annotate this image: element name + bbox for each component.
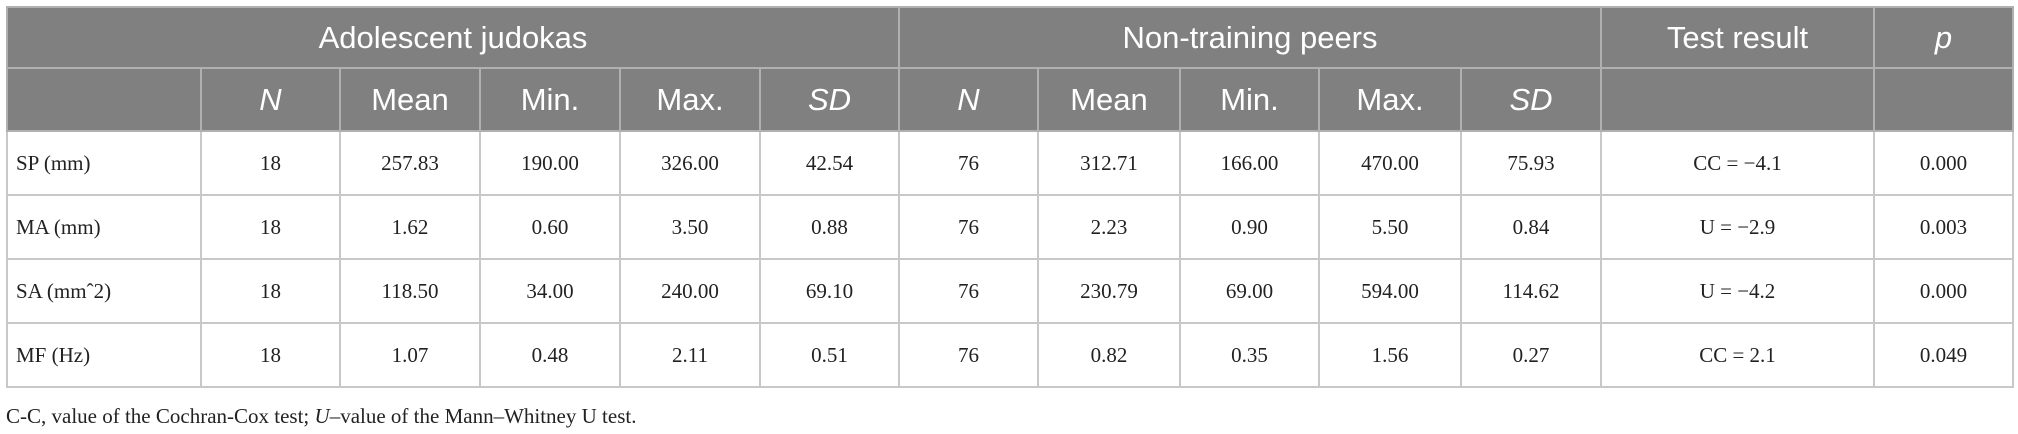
row-label: MF (Hz) [6,322,202,388]
table-cell: 18 [200,130,341,196]
table-cell: 0.84 [1460,194,1602,260]
table-cell: 76 [898,194,1039,260]
table-cell: 76 [898,322,1039,388]
table-cell: 312.71 [1037,130,1181,196]
table-cell: 0.90 [1179,194,1320,260]
table-cell: 18 [200,322,341,388]
table-cell: 594.00 [1318,258,1462,324]
table-cell: 326.00 [619,130,761,196]
column-header: Min. [1179,67,1320,132]
table-cell: 0.049 [1873,322,2014,388]
column-header-empty [1873,67,2014,132]
column-header: SD [1460,67,1602,132]
table-cell: 0.60 [479,194,621,260]
table-cell: 190.00 [479,130,621,196]
table-cell: CC = 2.1 [1600,322,1875,388]
table-cell: 470.00 [1318,130,1462,196]
table-cell: 0.000 [1873,130,2014,196]
group-header: p [1873,6,2014,69]
group-header: Adolescent judokas [6,6,900,69]
column-header: Min. [479,67,621,132]
table-cell: 0.48 [479,322,621,388]
row-label: SA (mmˆ2) [6,258,202,324]
footnote-text: C-C, value of the Cochran-Cox test; [6,404,315,428]
column-header: Max. [619,67,761,132]
table-cell: 2.11 [619,322,761,388]
table-cell: 34.00 [479,258,621,324]
table-cell: 76 [898,130,1039,196]
table-cell: 1.56 [1318,322,1462,388]
row-label: SP (mm) [6,130,202,196]
table-row: MA (mm) 18 1.62 0.60 3.50 0.88 76 2.23 0.90 5.50 0… [6,194,2014,260]
table-cell: 1.62 [339,194,481,260]
table-row: MF (Hz) 18 1.07 0.48 2.11 0.51 76 0.82 0.35 1.56 0… [6,322,2014,388]
table-cell: 75.93 [1460,130,1602,196]
table-cell: 0.27 [1460,322,1602,388]
table-cell: 2.23 [1037,194,1181,260]
table-cell: 69.00 [1179,258,1320,324]
column-header: N [200,67,341,132]
footnote-text: –value of the Mann–Whitney U test. [329,404,637,428]
group-header-row: Adolescent judokas Non-training peers Te… [6,6,2014,69]
table-cell: 0.35 [1179,322,1320,388]
table-cell: 3.50 [619,194,761,260]
table-body: SP (mm) 18 257.83 190.00 326.00 42.54 76 312.71… [6,130,2014,388]
table-cell: 257.83 [339,130,481,196]
table-cell: 0.82 [1037,322,1181,388]
column-header: Mean [339,67,481,132]
table-cell: 114.62 [1460,258,1602,324]
table-cell: 69.10 [759,258,900,324]
table-cell: 1.07 [339,322,481,388]
table-cell: 240.00 [619,258,761,324]
column-header: N [898,67,1039,132]
table-row: SA (mmˆ2) 18 118.50 34.00 240.00 69.10 76 230.7… [6,258,2014,324]
table-cell: 118.50 [339,258,481,324]
column-header: Mean [1037,67,1181,132]
table-cell: 76 [898,258,1039,324]
table-cell: 0.000 [1873,258,2014,324]
table-cell: 230.79 [1037,258,1181,324]
column-header-empty [6,67,202,132]
table-cell: 18 [200,194,341,260]
table-cell: 0.88 [759,194,900,260]
footnote-text: U [314,404,330,428]
table-cell: 5.50 [1318,194,1462,260]
table-cell: 0.51 [759,322,900,388]
table-cell: U = −2.9 [1600,194,1875,260]
table-cell: 166.00 [1179,130,1320,196]
table-cell: 42.54 [759,130,900,196]
table-cell: U = −4.2 [1600,258,1875,324]
table-cell: 0.003 [1873,194,2014,260]
column-header: Max. [1318,67,1462,132]
table-row: SP (mm) 18 257.83 190.00 326.00 42.54 76 312.71… [6,130,2014,196]
column-header-row: N Mean Min. Max. SD N Mean Min. Max. SD [6,67,2014,132]
table-cell: 18 [200,258,341,324]
column-header-empty [1600,67,1875,132]
row-label: MA (mm) [6,194,202,260]
table-cell: CC = −4.1 [1600,130,1875,196]
footnote: C-C, value of the Cochran-Cox test; U–va… [6,404,636,429]
data-table: Adolescent judokas Non-training peers Te… [6,6,2014,388]
column-header: SD [759,67,900,132]
group-header: Non-training peers [898,6,1602,69]
group-header: Test result [1600,6,1875,69]
